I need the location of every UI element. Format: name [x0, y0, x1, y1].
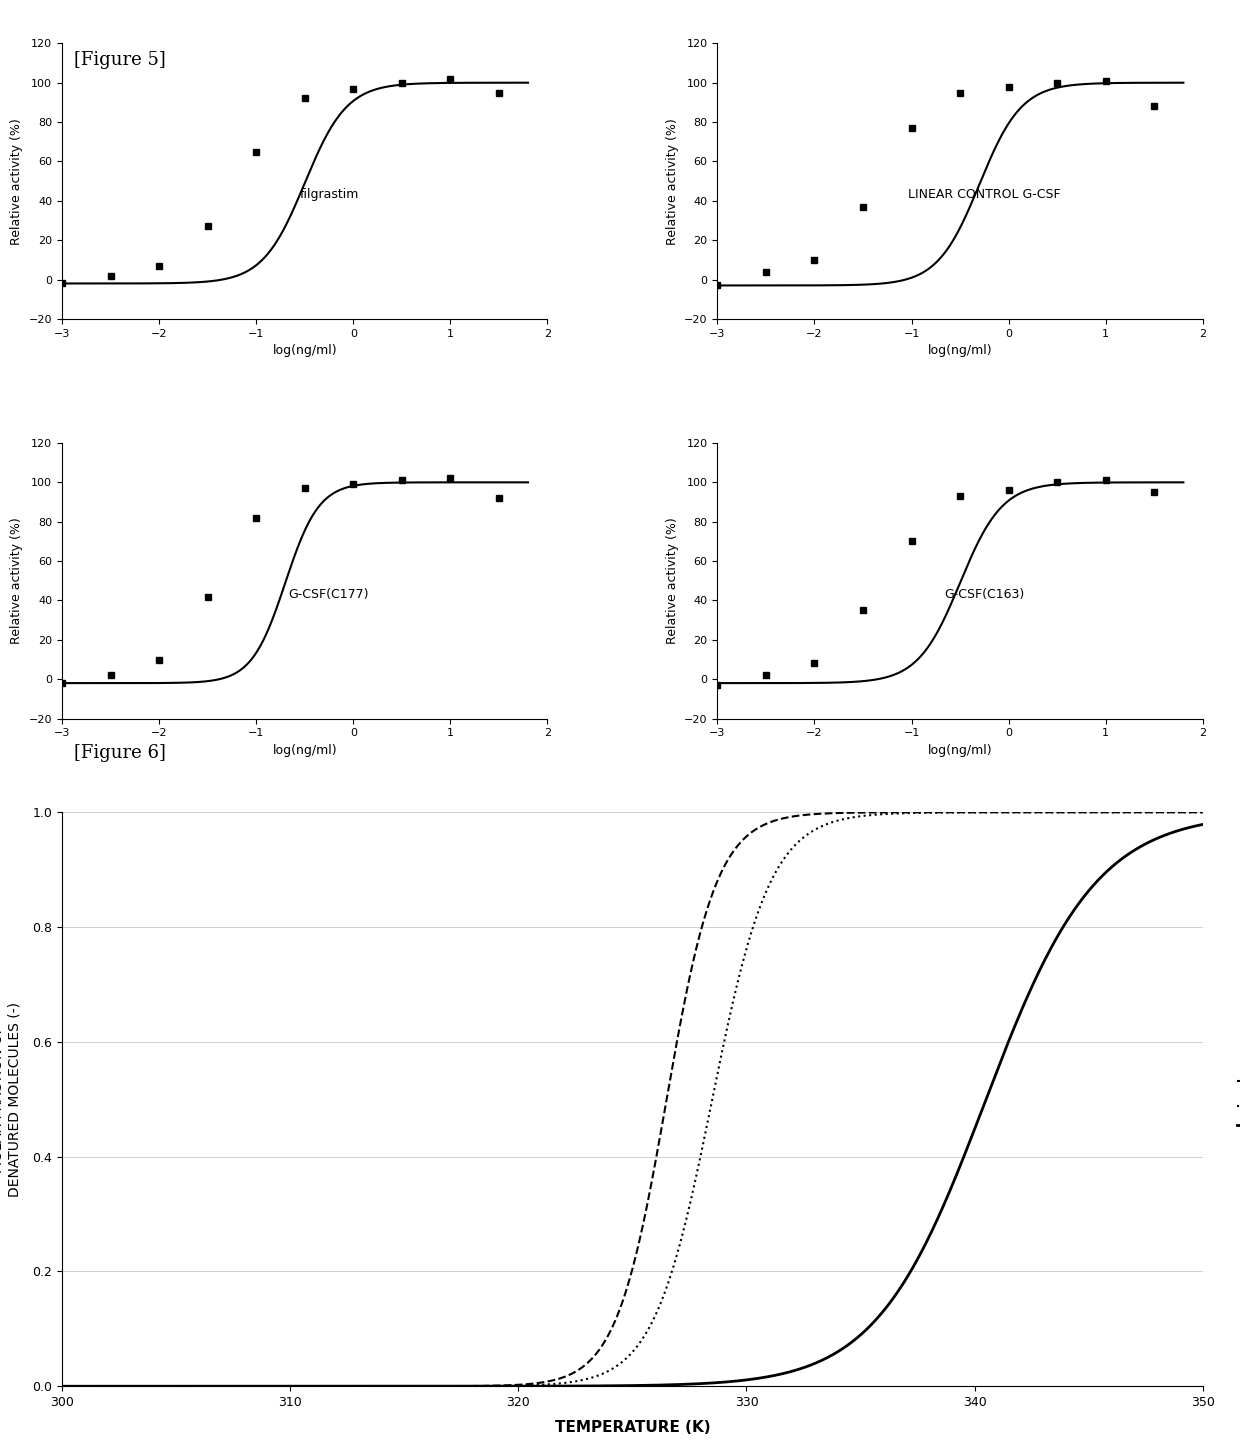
- G-CSF(C163): [1218, 812, 1233, 829]
- G-CSF(C163): [962, 1134, 977, 1151]
- G-CSF(C177): [174, 1378, 188, 1395]
- Line: G-CSF(C163): G-CSF(C163): [62, 820, 1225, 1386]
- LINEAR CONTROL
G-CSF: [1218, 804, 1233, 822]
- Line: LINEAR CONTROL
G-CSF: LINEAR CONTROL G-CSF: [62, 813, 1225, 1386]
- Line: G-CSF(C177): G-CSF(C177): [62, 813, 1225, 1386]
- Y-axis label: Relative activity (%): Relative activity (%): [666, 517, 678, 644]
- G-CSF(C177): [55, 1378, 69, 1395]
- LINEAR CONTROL
G-CSF: [962, 804, 977, 822]
- LINEAR CONTROL
G-CSF: [567, 1363, 582, 1380]
- G-CSF(C177): [962, 804, 977, 822]
- G-CSF(C163): [567, 1378, 582, 1395]
- Legend: LINEAR CONTROL
G-CSF, G-CSF(C177), G-CSF(C163): LINEAR CONTROL G-CSF, G-CSF(C177), G-CSF…: [1231, 1061, 1240, 1138]
- Y-axis label: Relative activity (%): Relative activity (%): [666, 118, 678, 244]
- LINEAR CONTROL
G-CSF: [55, 1378, 69, 1395]
- X-axis label: log(ng/ml): log(ng/ml): [928, 344, 992, 357]
- G-CSF(C163): [174, 1378, 188, 1395]
- X-axis label: log(ng/ml): log(ng/ml): [273, 344, 337, 357]
- X-axis label: log(ng/ml): log(ng/ml): [273, 744, 337, 757]
- G-CSF(C177): [983, 804, 998, 822]
- Text: filgrastim: filgrastim: [299, 188, 358, 201]
- Y-axis label: Relative activity (%): Relative activity (%): [10, 517, 24, 644]
- G-CSF(C163): [55, 1378, 69, 1395]
- Text: G-CSF(C177): G-CSF(C177): [289, 588, 370, 601]
- LINEAR CONTROL
G-CSF: [174, 1378, 188, 1395]
- LINEAR CONTROL
G-CSF: [525, 1375, 539, 1392]
- Text: LINEAR CONTROL G-CSF: LINEAR CONTROL G-CSF: [908, 188, 1060, 201]
- Text: [Figure 6]: [Figure 6]: [74, 744, 166, 761]
- LINEAR CONTROL
G-CSF: [853, 804, 868, 822]
- G-CSF(C177): [525, 1376, 539, 1393]
- G-CSF(C177): [567, 1373, 582, 1391]
- Y-axis label: Relative activity (%): Relative activity (%): [10, 118, 24, 244]
- LINEAR CONTROL
G-CSF: [983, 804, 998, 822]
- Y-axis label: MOLAR FRACTION OF
DENATURED MOLECULES (-): MOLAR FRACTION OF DENATURED MOLECULES (-…: [0, 1002, 21, 1197]
- X-axis label: log(ng/ml): log(ng/ml): [928, 744, 992, 757]
- Text: G-CSF(C163): G-CSF(C163): [944, 588, 1024, 601]
- G-CSF(C163): [525, 1378, 539, 1395]
- G-CSF(C163): [853, 1326, 868, 1343]
- X-axis label: TEMPERATURE (K): TEMPERATURE (K): [554, 1419, 711, 1435]
- Text: [Figure 5]: [Figure 5]: [74, 51, 166, 68]
- G-CSF(C163): [983, 1080, 998, 1097]
- G-CSF(C177): [853, 807, 868, 825]
- G-CSF(C177): [1218, 804, 1233, 822]
